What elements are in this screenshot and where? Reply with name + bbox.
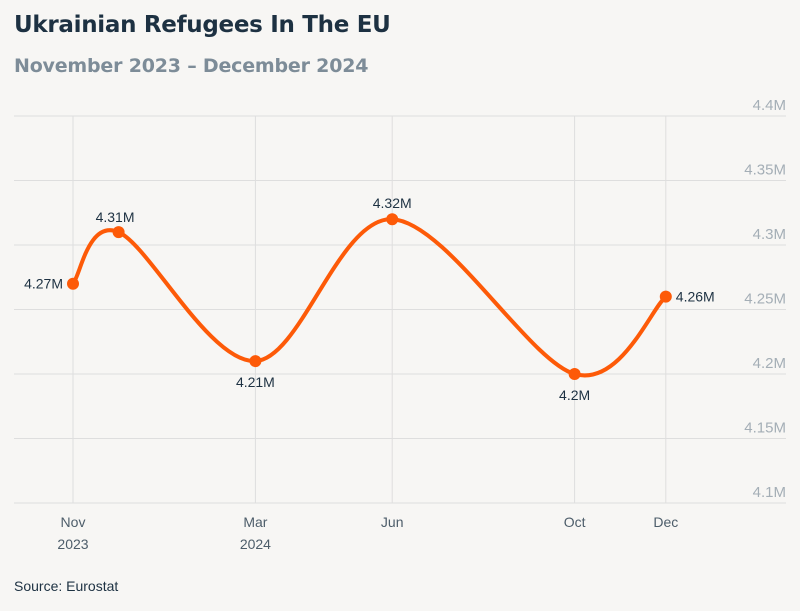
y-tick-label: 4.35M (744, 162, 786, 179)
y-tick-label: 4.25M (744, 291, 786, 308)
data-point (386, 213, 399, 226)
chart-title: Ukrainian Refugees In The EU (14, 12, 391, 38)
data-label: 4.31M (96, 209, 135, 225)
vertical-gridlines (72, 116, 667, 503)
x-tick-label: Dec (653, 514, 678, 530)
y-axis-ticks: 4.1M 4.15M 4.2M 4.25M 4.3M 4.35M 4.4M (744, 97, 786, 501)
data-point (112, 226, 125, 239)
data-label: 4.32M (373, 195, 412, 211)
horizontal-gridlines (14, 115, 786, 504)
y-tick-label: 4.4M (753, 97, 786, 114)
chart-subtitle: November 2023 – December 2024 (14, 55, 369, 77)
y-tick-label: 4.1M (753, 484, 786, 501)
x-tick-label: Nov (61, 514, 86, 530)
x-tick-year-label: 2023 (57, 536, 88, 552)
series-line (71, 217, 668, 378)
x-tick-year-label: 2024 (240, 536, 271, 552)
source-note: Source: Eurostat (14, 578, 119, 594)
data-point (67, 277, 79, 290)
data-label: 4.21M (236, 374, 275, 390)
x-axis-ticks: Nov 2023 Mar 2024 Jun Oct Dec (57, 514, 678, 552)
data-points (67, 213, 672, 380)
x-tick-label: Oct (564, 514, 586, 530)
x-tick-label: Mar (243, 514, 267, 530)
x-tick-label: Jun (381, 514, 404, 530)
y-tick-label: 4.3M (753, 226, 786, 243)
data-label: 4.26M (676, 289, 715, 305)
data-point (249, 355, 262, 368)
data-point (659, 290, 672, 303)
y-tick-label: 4.2M (753, 355, 786, 372)
data-labels: 4.27M 4.31M 4.21M 4.32M 4.2M 4.26M (24, 195, 715, 403)
data-point (568, 368, 581, 380)
data-label: 4.2M (559, 387, 590, 403)
data-label: 4.27M (24, 276, 63, 292)
y-tick-label: 4.15M (744, 420, 786, 437)
